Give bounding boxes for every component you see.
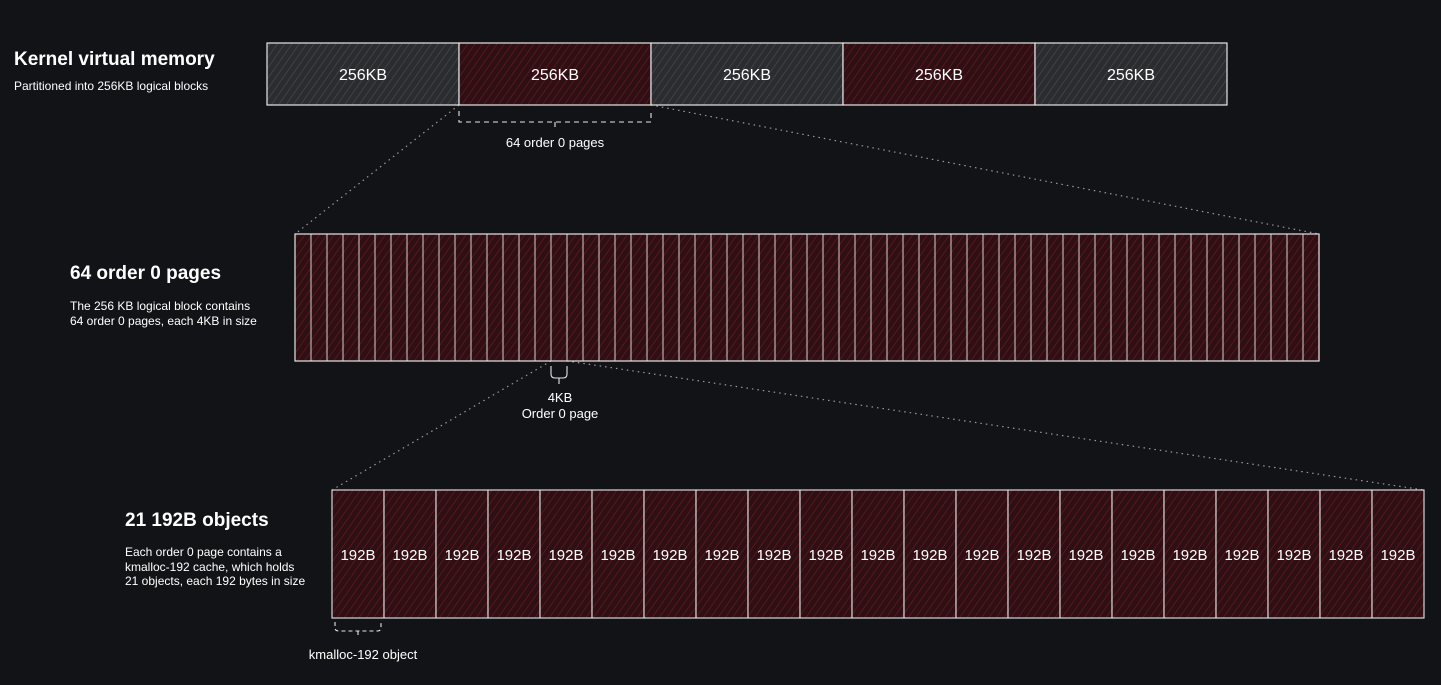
- object-cell: [799, 489, 853, 619]
- object-cell: [1163, 489, 1217, 619]
- object-cell-label: 192B: [652, 547, 687, 564]
- object-cell-label: 192B: [444, 547, 479, 564]
- object-cell: [1007, 489, 1061, 619]
- object-cell: [903, 489, 957, 619]
- kernel-block: [650, 42, 844, 106]
- pages-title: 64 order 0 pages: [70, 263, 222, 284]
- object-cell-label: 192B: [340, 547, 375, 564]
- object-cell: [591, 489, 645, 619]
- object-cell-label: 192B: [704, 547, 739, 564]
- object-cell-label: 192B: [1380, 547, 1415, 564]
- kernel-brace: [458, 111, 652, 128]
- kernel-title: Kernel virtual memory: [14, 49, 215, 70]
- object-cell-label: 192B: [1224, 547, 1259, 564]
- object-cell-label: 192B: [964, 547, 999, 564]
- object-cell-label: 192B: [912, 547, 947, 564]
- connector-line: [294, 104, 460, 235]
- kernel-brace-label: 64 order 0 pages: [505, 135, 605, 150]
- object-cell: [747, 489, 801, 619]
- object-cell-label: 192B: [600, 547, 635, 564]
- object-cell-label: 192B: [1172, 547, 1207, 564]
- object-brace: [334, 622, 382, 638]
- kernel-description: Partitioned into 256KB logical blocks: [14, 79, 209, 93]
- object-cell: [851, 489, 905, 619]
- object-row: 192B 192B 192B 192B 192B 192B 192B 192B 192B 192B…: [331, 489, 1425, 619]
- page-brace: [550, 366, 568, 384]
- object-cell: [1215, 489, 1269, 619]
- object-cell: [331, 489, 385, 619]
- object-cell: [539, 489, 593, 619]
- order0-page-strip: [294, 233, 1320, 362]
- connector-line: [566, 360, 1425, 491]
- kernel-block: [1034, 42, 1228, 106]
- page-brace-label: 4KB Order 0 page: [521, 390, 599, 421]
- kernel-block-label: 256KB: [1107, 67, 1155, 84]
- pages-description: The 256 KB logical block contains 64 ord…: [70, 299, 257, 328]
- object-cell-label: 192B: [548, 547, 583, 564]
- object-cell-label: 192B: [756, 547, 791, 564]
- brace-markers: [334, 111, 652, 638]
- object-cell: [695, 489, 749, 619]
- object-cell-label: 192B: [392, 547, 427, 564]
- objects-description: Each order 0 page contains a kmalloc-192…: [125, 545, 306, 588]
- object-cell-label: 192B: [1120, 547, 1155, 564]
- object-cell-label: 192B: [1016, 547, 1051, 564]
- zoom-connector-lines: [294, 104, 1425, 491]
- object-cell: [1111, 489, 1165, 619]
- connector-line: [650, 104, 1320, 235]
- object-cell: [1267, 489, 1321, 619]
- kernel-block: [842, 42, 1036, 106]
- object-cell-label: 192B: [808, 547, 843, 564]
- object-cell-label: 192B: [1328, 547, 1363, 564]
- object-cell: [1371, 489, 1425, 619]
- kernel-block-row: 256KB 256KB 256KB 256KB 256KB: [266, 42, 1228, 106]
- object-cell-label: 192B: [1276, 547, 1311, 564]
- kernel-block: [266, 42, 460, 106]
- objects-title: 21 192B objects: [125, 510, 269, 531]
- object-cell: [1319, 489, 1373, 619]
- kernel-block-label: 256KB: [915, 67, 963, 84]
- kernel-block-label: 256KB: [339, 67, 387, 84]
- kernel-block-label: 256KB: [531, 67, 579, 84]
- connector-line: [331, 360, 552, 491]
- object-cell-label: 192B: [860, 547, 895, 564]
- kernel-block-label: 256KB: [723, 67, 771, 84]
- object-cell: [435, 489, 489, 619]
- object-cell: [487, 489, 541, 619]
- kernel-block: [458, 42, 652, 106]
- object-cell: [383, 489, 437, 619]
- object-cell-label: 192B: [496, 547, 531, 564]
- object-brace-label: kmalloc-192 object: [308, 647, 418, 662]
- object-cell: [955, 489, 1009, 619]
- object-cell-label: 192B: [1068, 547, 1103, 564]
